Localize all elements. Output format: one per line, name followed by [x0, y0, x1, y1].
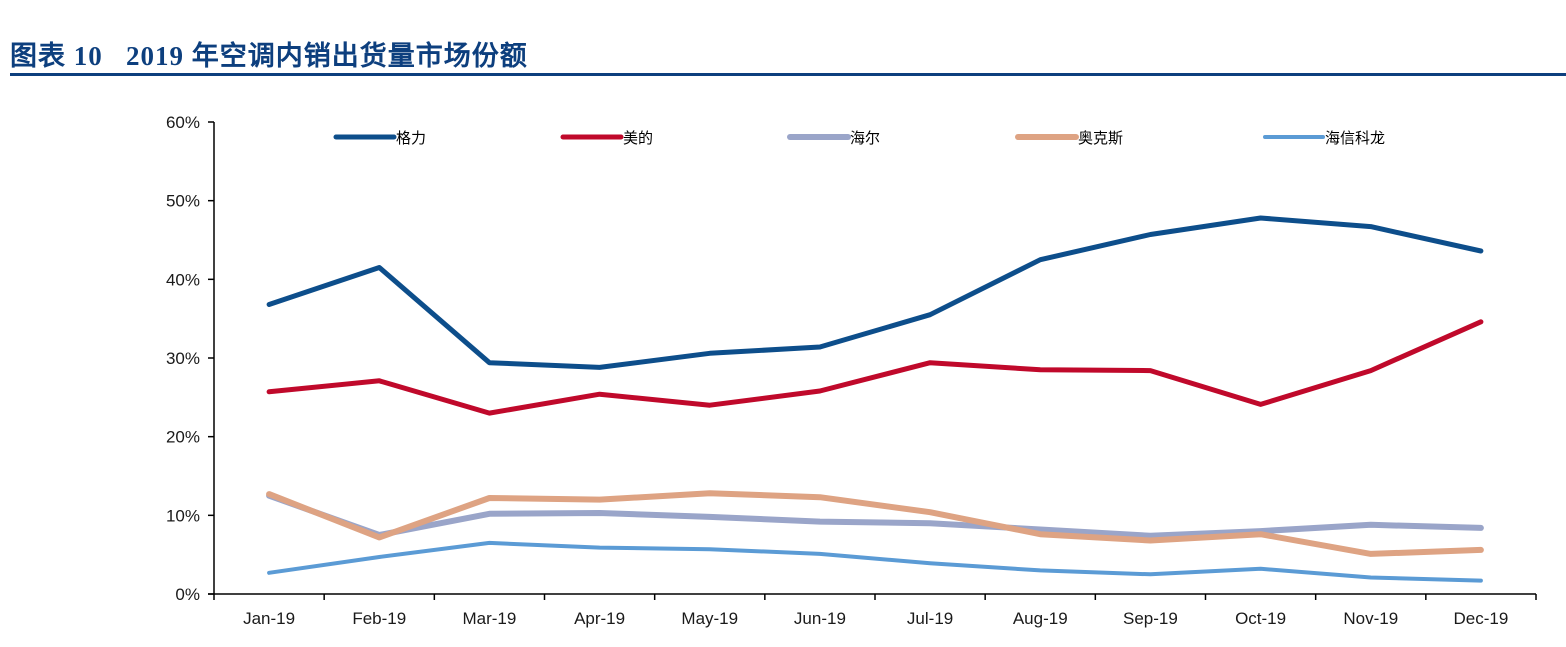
x-tick-label: Mar-19	[462, 609, 516, 628]
series-line-1	[266, 319, 1484, 416]
legend-label: 奥克斯	[1078, 129, 1123, 147]
figure-title-bar: 图表 10 2019 年空调内销出货量市场份额	[10, 28, 1566, 76]
y-tick-label: 20%	[166, 428, 200, 447]
x-tick-label: Oct-19	[1235, 609, 1286, 628]
x-tick-label: May-19	[681, 609, 738, 628]
x-tick-label: Dec-19	[1454, 609, 1509, 628]
figure-title-text: 2019 年空调内销出货量市场份额	[126, 41, 528, 71]
legend-item-0: 格力	[333, 129, 426, 147]
x-tick-label: Apr-19	[574, 609, 625, 628]
y-tick-label: 30%	[166, 349, 200, 368]
series-line-4	[267, 540, 1483, 583]
legend-item-3: 奥克斯	[1015, 129, 1123, 147]
y-tick-label: 40%	[166, 270, 200, 289]
series-line-0	[266, 215, 1484, 370]
x-tick-label: Sep-19	[1123, 609, 1178, 628]
x-tick-label: Feb-19	[352, 609, 406, 628]
x-tick-label: Jul-19	[907, 609, 953, 628]
legend-item-1: 美的	[560, 129, 653, 147]
chart-axes: 0% 10% 20% 30% 40% 50% 60% Jan-19 Feb-19 Mar-19 Ap…	[166, 113, 1537, 628]
legend-label: 海信科龙	[1325, 129, 1385, 147]
x-tick-label: Jun-19	[794, 609, 846, 628]
series-line-2	[266, 492, 1484, 539]
legend-label: 海尔	[850, 129, 880, 147]
legend-item-4: 海信科龙	[1263, 129, 1385, 147]
legend-label: 格力	[396, 129, 426, 147]
figure-title: 图表 10 2019 年空调内销出货量市场份额	[10, 34, 528, 73]
figure-number: 图表 10	[10, 41, 103, 71]
chart-legend: 格力 美的 海尔 奥克斯 海信科龙	[333, 129, 1385, 147]
x-tick-label: Jan-19	[243, 609, 295, 628]
legend-item-2: 海尔	[787, 129, 880, 147]
series-line-3	[266, 490, 1484, 557]
y-tick-label: 50%	[166, 192, 200, 211]
title-underline	[10, 73, 1566, 76]
x-tick-label: Nov-19	[1343, 609, 1398, 628]
chart-lines	[266, 215, 1484, 583]
x-tick-label: Aug-19	[1013, 609, 1068, 628]
legend-label: 美的	[623, 129, 653, 147]
y-tick-label: 60%	[166, 113, 200, 132]
y-tick-label: 10%	[166, 506, 200, 525]
y-tick-label: 0%	[175, 585, 200, 604]
